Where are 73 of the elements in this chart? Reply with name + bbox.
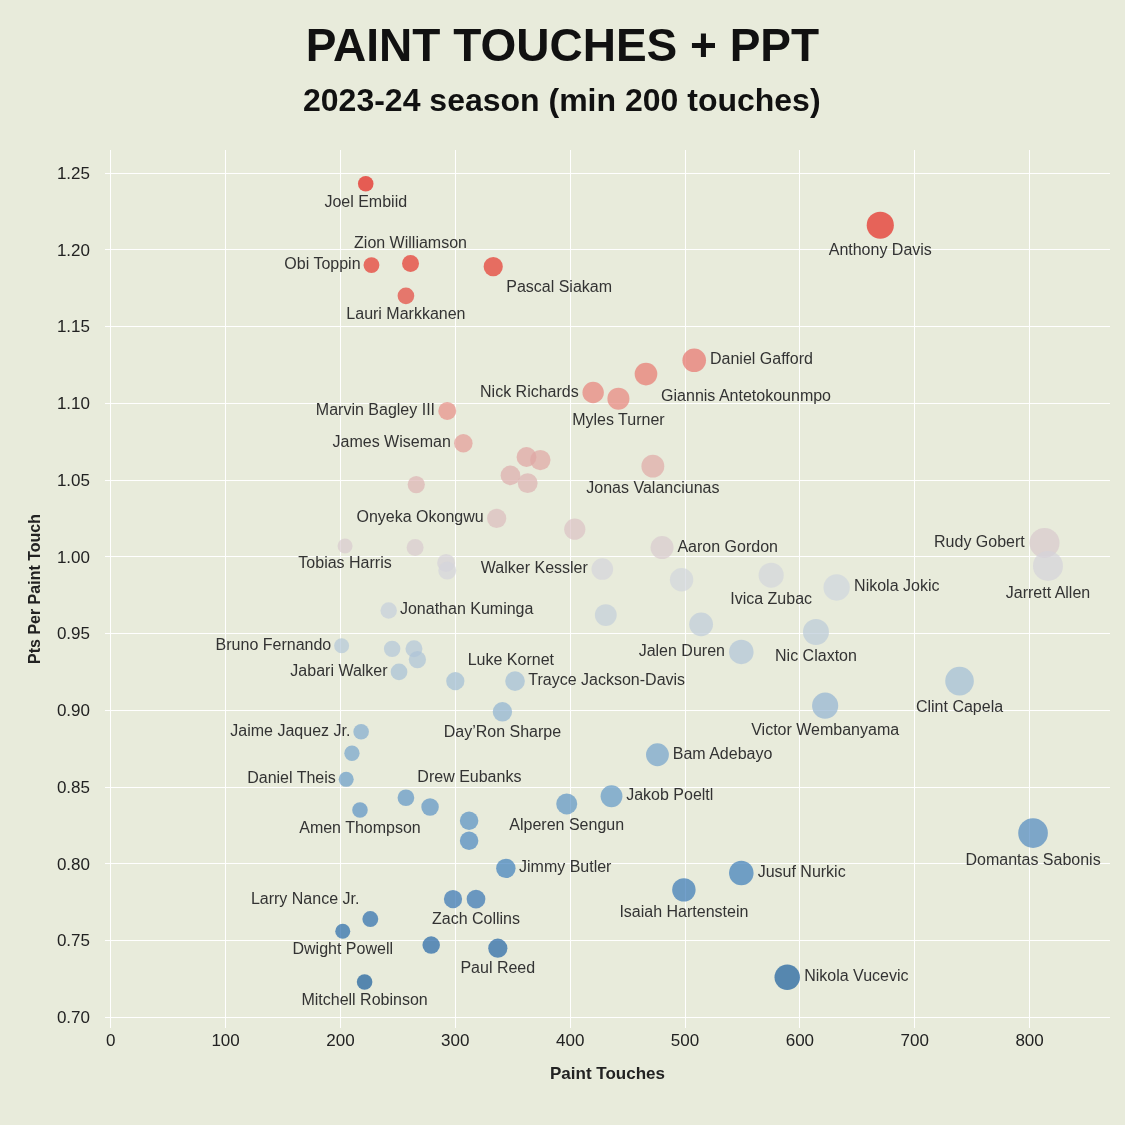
chart-subtitle: 2023-24 season (min 200 touches) xyxy=(303,82,821,118)
x-tick-label: 400 xyxy=(555,1031,585,1050)
y-tick-label: 0.80 xyxy=(56,854,90,874)
data-label: Clint Capela xyxy=(915,697,1004,715)
data-label: Tobias Harris xyxy=(298,554,392,572)
data-label: Alperen Sengun xyxy=(509,816,625,834)
data-label: Dwight Powell xyxy=(292,939,393,957)
y-tick-label: 0.90 xyxy=(56,701,90,721)
data-label: Mitchell Robinson xyxy=(301,990,428,1008)
x-tick-label: 700 xyxy=(900,1031,929,1050)
data-label: Larry Nance Jr. xyxy=(250,890,360,908)
data-label: Amen Thompson xyxy=(299,818,421,836)
data-label: Marvin Bagley III xyxy=(315,400,436,418)
data-label: Pascal Siakam xyxy=(506,277,613,295)
data-label: Myles Turner xyxy=(572,411,666,429)
y-axis-title: Pts Per Paint Touch xyxy=(25,514,43,664)
data-label: Victor Wembanyama xyxy=(751,721,900,739)
data-label: Walker Kessler xyxy=(480,559,589,577)
x-axis-title: Paint Touches xyxy=(550,1064,665,1084)
data-label: Aaron Gordon xyxy=(677,537,778,555)
data-label: Ivica Zubac xyxy=(730,589,813,607)
x-tick-label: 500 xyxy=(670,1031,700,1050)
data-label: Nikola Vucevic xyxy=(804,967,909,985)
data-label: Nikola Jokic xyxy=(854,577,940,595)
data-label: Daniel Gafford xyxy=(709,350,813,368)
x-tick-label: 600 xyxy=(785,1031,815,1050)
data-label: James Wiseman xyxy=(332,433,451,451)
y-tick-label: 1.10 xyxy=(56,394,90,414)
data-label: Zion Williamson xyxy=(354,233,467,251)
data-label: Jalen Duren xyxy=(638,641,725,659)
y-tick-label: 1.25 xyxy=(56,163,90,183)
y-tick-label: 1.00 xyxy=(56,547,90,567)
data-label: Joel Embiid xyxy=(324,192,408,210)
data-label: Obi Toppin xyxy=(284,255,361,273)
data-label: Rudy Gobert xyxy=(934,532,1026,550)
data-label: Daniel Theis xyxy=(247,769,336,787)
data-label: Domantas Sabonis xyxy=(965,850,1101,868)
y-tick-label: 0.75 xyxy=(56,931,90,951)
data-label: Lauri Markkanen xyxy=(346,305,466,323)
data-label: Isaiah Hartenstein xyxy=(619,903,749,921)
x-tick-label: 800 xyxy=(1015,1031,1044,1050)
chart-title: PAINT TOUCHES + PPT xyxy=(305,19,820,72)
y-tick-label: 1.15 xyxy=(56,317,90,337)
x-tick-label: 100 xyxy=(211,1031,240,1050)
y-tick-label: 0.85 xyxy=(56,777,90,797)
data-label: Jonathan Kuminga xyxy=(399,600,534,618)
y-tick-label: 0.95 xyxy=(56,624,90,644)
data-label: Zach Collins xyxy=(431,909,521,927)
data-label: Luke Kornet xyxy=(467,650,555,668)
y-tick-label: 1.20 xyxy=(56,240,90,260)
data-label: Bam Adebayo xyxy=(672,744,773,762)
data-label: Onyeka Okongwu xyxy=(356,508,484,526)
data-label: Nic Claxton xyxy=(775,647,857,665)
data-label: Jaime Jaquez Jr. xyxy=(230,721,351,739)
data-label: Drew Eubanks xyxy=(417,768,522,786)
data-label: Jabari Walker xyxy=(290,661,389,679)
data-label: Anthony Davis xyxy=(828,241,932,259)
data-label: Nick Richards xyxy=(480,382,579,400)
x-tick-label: 300 xyxy=(441,1031,470,1050)
y-tick-label: 1.05 xyxy=(56,470,90,490)
data-label: Day’Ron Sharpe xyxy=(443,722,562,740)
data-label: Trayce Jackson-Davis xyxy=(528,671,686,689)
data-label: Jonas Valanciunas xyxy=(586,479,720,497)
data-label: Paul Reed xyxy=(460,959,536,977)
data-label: Jusuf Nurkic xyxy=(757,862,846,880)
data-label: Jimmy Butler xyxy=(519,858,613,876)
data-label: Jarrett Allen xyxy=(1005,583,1091,601)
data-label: Jakob Poeltl xyxy=(626,786,714,804)
data-label: Bruno Fernando xyxy=(215,635,332,653)
x-tick-label: 0 xyxy=(106,1031,116,1050)
data-label: Giannis Antetokounmpo xyxy=(661,387,832,405)
y-tick-label: 0.70 xyxy=(56,1008,90,1028)
x-tick-label: 200 xyxy=(326,1031,355,1050)
